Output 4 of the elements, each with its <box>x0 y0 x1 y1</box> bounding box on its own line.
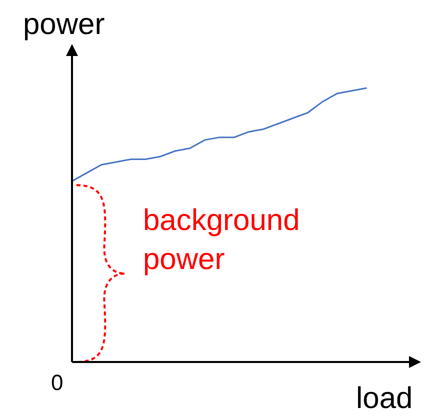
text: 0 <box>51 370 64 395</box>
y-axis-title: power <box>23 8 105 41</box>
x-axis-title: load <box>356 382 413 415</box>
annotation: background power <box>143 204 300 276</box>
